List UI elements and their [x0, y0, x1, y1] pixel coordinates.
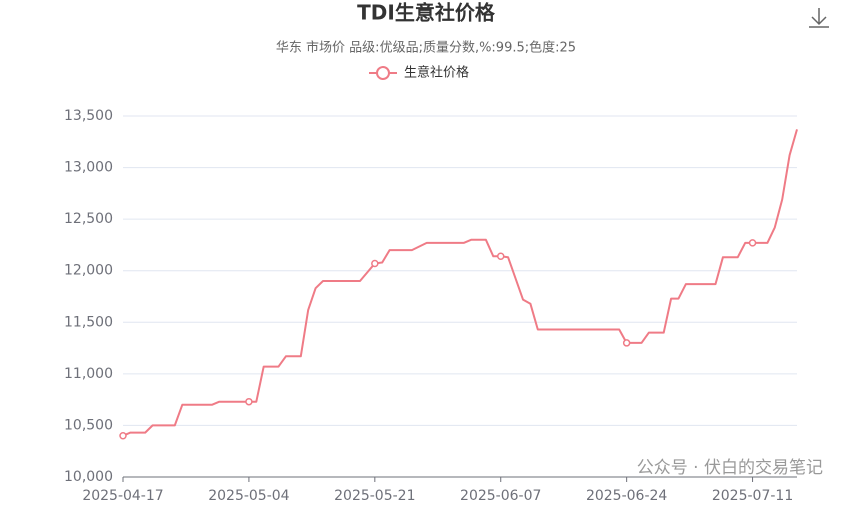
price-line [122, 129, 798, 437]
y-tick-label: 13,000 [64, 160, 113, 176]
legend-label[interactable]: 生意社价格 [404, 65, 469, 81]
x-tick-label: 2025-06-24 [586, 488, 667, 504]
x-tick-label: 2025-04-17 [82, 488, 163, 504]
x-tick-label: 2025-05-21 [334, 488, 415, 504]
point-marker [245, 397, 253, 406]
point-marker [119, 431, 127, 440]
legend[interactable]: 生意社价格 [369, 65, 469, 81]
y-tick-label: 10,000 [64, 469, 113, 485]
point-marker [371, 259, 379, 268]
download-icon[interactable] [809, 8, 829, 28]
y-tick-label: 12,000 [64, 263, 113, 279]
y-tick-label: 11,500 [64, 314, 113, 330]
point-marker [496, 252, 505, 261]
y-tick-label: 10,500 [64, 417, 113, 433]
chart-subtitle: 华东 市场价 品级:优级品;质量分数,%:99.5;色度:25 [276, 40, 576, 56]
watermark: 公众号 · 伏白的交易笔记 [637, 458, 823, 478]
point-marker [622, 339, 631, 347]
y-tick-label: 11,000 [64, 366, 113, 382]
point-marker [748, 239, 757, 247]
chart-title: TDI生意社价格 [357, 1, 496, 25]
x-tick-label: 2025-07-11 [712, 488, 793, 504]
y-tick-label: 13,500 [64, 108, 113, 124]
y-tick-label: 12,500 [64, 211, 113, 227]
download-glyph[interactable] [809, 8, 829, 28]
x-tick-label: 2025-05-04 [208, 488, 289, 504]
legend-symbol[interactable] [376, 66, 390, 80]
x-tick-label: 2025-06-07 [460, 488, 541, 504]
